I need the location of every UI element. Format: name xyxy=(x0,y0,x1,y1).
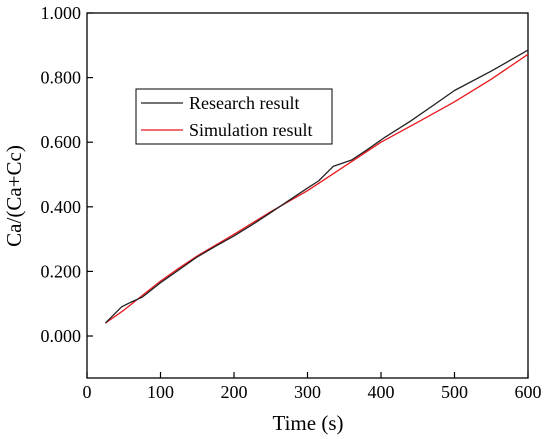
legend-label-research: Research result xyxy=(189,93,299,113)
y-tick-label: 0.200 xyxy=(41,261,82,281)
legend-label-simulation: Simulation result xyxy=(189,120,313,140)
series-layer xyxy=(104,49,529,324)
y-axis-title: Ca/(Ca+Cc) xyxy=(2,145,26,247)
x-tick-label: 0 xyxy=(83,382,92,402)
series-line-simulation xyxy=(105,53,529,324)
y-axis: 0.000 0.200 0.400 0.600 0.800 1.000 xyxy=(41,3,93,346)
x-tick-label: 400 xyxy=(368,382,395,402)
series-line-research xyxy=(104,49,529,324)
x-axis-title: Time (s) xyxy=(273,411,344,435)
x-tick-label: 500 xyxy=(441,382,468,402)
x-tick-label: 100 xyxy=(147,382,174,402)
legend: Research result Simulation result xyxy=(135,88,333,145)
x-axis: 0 100 200 300 400 500 600 xyxy=(83,372,542,402)
y-tick-label: 0.000 xyxy=(41,326,82,346)
y-tick-label: 0.600 xyxy=(41,132,82,152)
y-tick-label: 0.800 xyxy=(41,68,82,88)
y-tick-label: 0.400 xyxy=(41,197,82,217)
plot-frame xyxy=(86,12,529,379)
x-tick-label: 200 xyxy=(221,382,248,402)
x-tick-label: 300 xyxy=(294,382,321,402)
legend-box xyxy=(135,88,333,145)
x-tick-label: 600 xyxy=(515,382,542,402)
y-tick-label: 1.000 xyxy=(41,3,82,23)
